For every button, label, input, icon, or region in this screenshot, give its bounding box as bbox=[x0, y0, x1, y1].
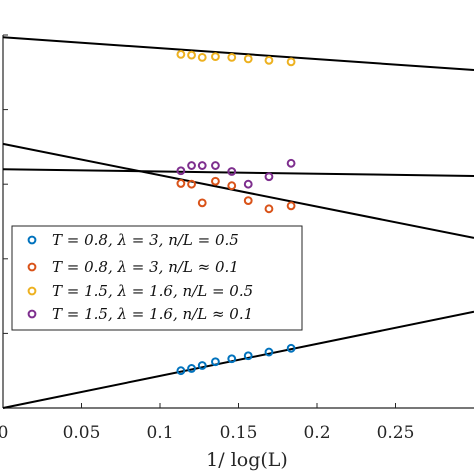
series-1-point bbox=[264, 347, 274, 357]
x-tick-label: 0.15 bbox=[220, 423, 258, 443]
series-2-point bbox=[227, 181, 237, 191]
series-2-point bbox=[197, 198, 207, 208]
series-3-point bbox=[197, 52, 207, 62]
series-4-point bbox=[211, 161, 220, 170]
legend: T = 0.8, λ = 3, n/L = 0.5 T = 0.8, λ = 3,… bbox=[11, 225, 303, 331]
legend-marker-2 bbox=[27, 262, 37, 272]
series-1-point bbox=[197, 361, 207, 370]
x-tick-label: 0.1 bbox=[146, 423, 173, 443]
legend-entry-1: T = 0.8, λ = 3, n/L = 0.5 bbox=[52, 231, 239, 249]
series-4-point bbox=[264, 172, 274, 182]
legend-marker-1 bbox=[27, 235, 37, 245]
series-4-point bbox=[187, 161, 196, 170]
legend-marker-4 bbox=[27, 309, 37, 319]
fit-lines bbox=[2, 36, 474, 409]
series-4-point bbox=[286, 158, 296, 168]
series-4-point bbox=[176, 166, 186, 176]
series-1-point bbox=[176, 366, 186, 376]
series-3-point bbox=[264, 55, 274, 65]
series-1-point bbox=[211, 357, 220, 367]
legend-marker-3 bbox=[27, 286, 37, 296]
legend-entry-2: T = 0.8, λ = 3, n/L ≈ 0.1 bbox=[52, 258, 239, 276]
legend-entry-4: T = 1.5, λ = 1.6, n/L ≈ 0.1 bbox=[52, 305, 253, 323]
series-4-point bbox=[197, 161, 207, 170]
series-3-point bbox=[211, 52, 220, 62]
legend-entry-3: T = 1.5, λ = 1.6, n/L = 0.5 bbox=[52, 282, 253, 300]
series-4-point bbox=[227, 167, 237, 176]
x-tick-label: 0.05 bbox=[63, 423, 101, 443]
series-4-point bbox=[243, 179, 253, 189]
series-2-point bbox=[187, 179, 196, 189]
series-3-point bbox=[286, 57, 296, 67]
x-tick-label: 0.25 bbox=[377, 423, 415, 443]
series-2-point bbox=[286, 201, 296, 211]
x-tick-label: 0.2 bbox=[303, 423, 330, 443]
series-1-point bbox=[227, 354, 237, 364]
fit-line-3 bbox=[2, 168, 474, 177]
series-3-point bbox=[227, 52, 237, 62]
series-2-point bbox=[211, 176, 220, 186]
fit-line-4 bbox=[2, 310, 474, 409]
series-1-point bbox=[187, 364, 196, 373]
plot-axes: 0 0.05 0.1 0.15 0.2 0.25 bbox=[0, 34, 474, 443]
fit-line-1 bbox=[2, 36, 474, 72]
series-3-point bbox=[187, 50, 196, 60]
series-2-point bbox=[243, 196, 253, 206]
series-3-point bbox=[243, 54, 253, 64]
series-2-point bbox=[176, 179, 186, 188]
series-1-point bbox=[286, 343, 296, 353]
x-tick-label: 0 bbox=[0, 423, 8, 443]
series-1-point bbox=[243, 351, 253, 361]
data-points bbox=[176, 49, 296, 376]
legend-box bbox=[11, 225, 303, 331]
x-axis-label: 1/ log(L) bbox=[206, 449, 288, 471]
fit-line-2 bbox=[2, 142, 474, 239]
series-2-point bbox=[264, 204, 274, 214]
series-3-point bbox=[176, 49, 186, 59]
